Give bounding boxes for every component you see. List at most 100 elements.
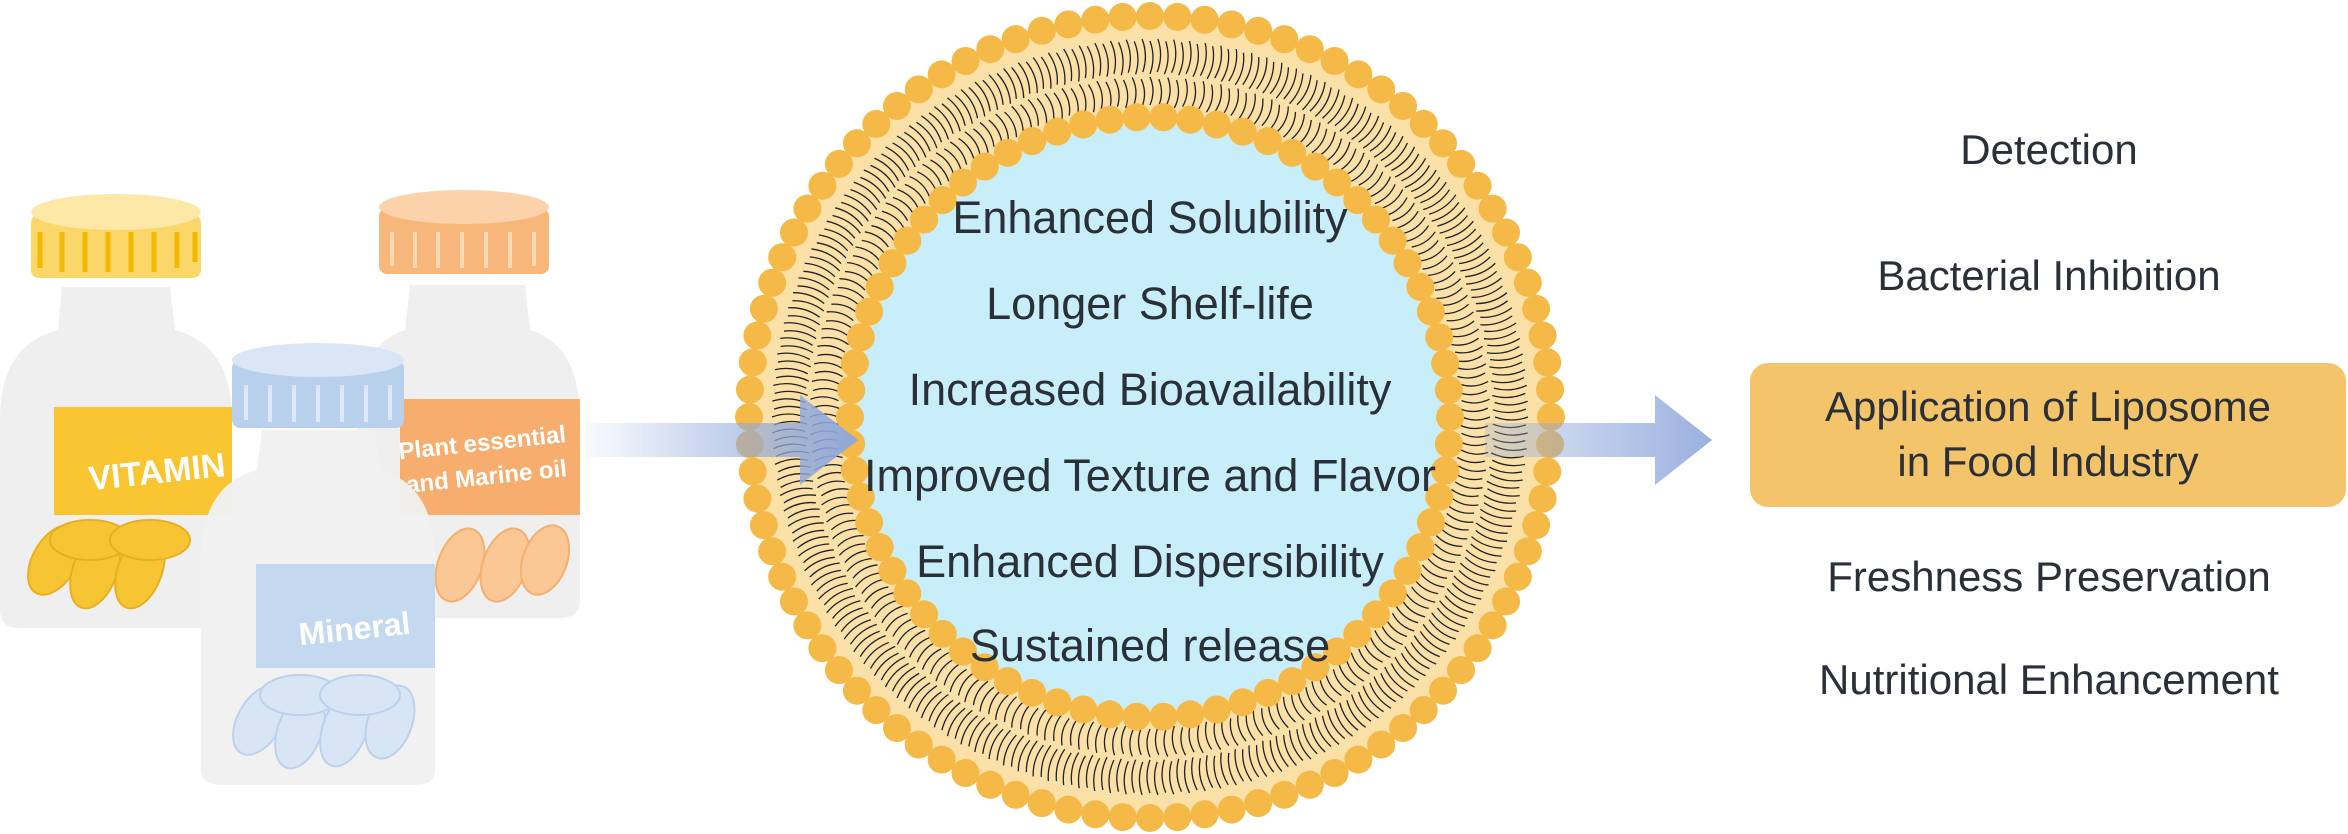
lipid-tail: [1112, 726, 1118, 756]
application-title-line-2: in Food Industry: [1897, 438, 2199, 485]
lipid-head: [904, 730, 933, 759]
lipid-head: [1270, 25, 1299, 54]
lipid-tail: [1470, 543, 1502, 557]
lipid-head: [743, 321, 772, 350]
lipid-tail: [1156, 38, 1162, 73]
lipid-tail: [1017, 62, 1031, 94]
lipid-tail: [1060, 717, 1070, 746]
lipid-head: [1095, 105, 1124, 134]
lipid-head: [893, 579, 922, 608]
lipid-tail: [1461, 416, 1491, 421]
lipid-tail: [798, 277, 830, 291]
lipid-head: [1492, 587, 1521, 616]
lipid-head: [904, 75, 933, 104]
lipid-tail: [968, 87, 986, 117]
lipid-tail: [1131, 759, 1137, 793]
lipid-tail: [1113, 78, 1120, 107]
lipid-head: [1431, 349, 1460, 378]
lipid-tail: [1198, 81, 1205, 110]
lipid-tail: [824, 228, 854, 246]
lipid-tail: [1178, 42, 1184, 76]
lipid-tail: [922, 163, 942, 186]
lipid-head: [1425, 323, 1454, 352]
lipid-tail: [1370, 637, 1391, 659]
lipid-tail: [1405, 225, 1430, 243]
lipid-tail: [1427, 558, 1453, 573]
lipid-tail: [1487, 488, 1520, 497]
lipid-tail: [850, 189, 878, 210]
lipid-tail: [1322, 89, 1340, 119]
lipid-tail: [1262, 61, 1275, 94]
lipid-tail: [780, 479, 814, 489]
lipid-tail: [793, 292, 825, 305]
lipid-tail: [1358, 115, 1380, 143]
lipid-tail: [864, 231, 889, 248]
lipid-tail: [1305, 687, 1321, 712]
lipid-tail: [968, 717, 986, 747]
lipid-tail: [1339, 702, 1359, 731]
lipid-tail: [1460, 380, 1489, 387]
lipid-tail: [1055, 748, 1066, 782]
lipid-tail: [832, 600, 861, 619]
lipid-tail: [855, 572, 880, 588]
lipid-tail: [908, 682, 931, 709]
lipid-tail: [1381, 189, 1404, 209]
lipid-tail: [946, 707, 966, 737]
lipid-tail: [1358, 648, 1378, 671]
lipid-head: [1202, 110, 1231, 139]
lipid-tail: [881, 153, 906, 178]
lipid-head: [749, 294, 778, 323]
lipid-tail: [1490, 377, 1525, 384]
lipid-tail: [1428, 194, 1457, 215]
lipid-tail: [1346, 106, 1367, 135]
lipid-tail: [884, 662, 909, 688]
lipid-tail: [821, 327, 850, 337]
lipid-tail: [1027, 99, 1039, 126]
lipid-head: [840, 456, 869, 485]
lipid-head: [808, 171, 837, 200]
lipid-tail: [1457, 456, 1486, 464]
lipid-head: [976, 770, 1005, 799]
lipid-tail: [974, 81, 991, 112]
lipid-tail: [1491, 459, 1526, 467]
lipid-tail: [1373, 132, 1397, 158]
mineral-bottle: Mineral: [201, 343, 435, 785]
lipid-tail: [1334, 97, 1354, 127]
lipid-heads: [735, 2, 1565, 832]
lipid-head: [793, 611, 822, 640]
lipid-head: [1202, 695, 1231, 724]
lipid-tail: [871, 224, 896, 242]
lipid-tail: [1185, 40, 1192, 75]
lipid-tail: [1350, 694, 1372, 722]
lipid-tail: [1420, 181, 1447, 204]
lipid-tail: [1374, 184, 1396, 205]
lipid-tail: [849, 623, 877, 645]
lipid-head: [1027, 16, 1056, 45]
lipid-tail: [835, 207, 864, 227]
lipid-tail: [1410, 642, 1437, 665]
lipid-tail: [783, 494, 817, 504]
lipid-head: [1069, 695, 1098, 724]
lipid-tail: [1420, 246, 1445, 262]
lipid-head: [1409, 696, 1438, 725]
lipid-tail: [1161, 759, 1167, 793]
lipid-tail: [982, 723, 998, 754]
lipid-tail: [1255, 745, 1268, 777]
lipid-tail: [810, 396, 839, 402]
lipid-head: [836, 403, 864, 431]
lipid-tail: [837, 534, 864, 547]
lipid-head: [1434, 429, 1463, 458]
lipid-tail: [1392, 202, 1415, 222]
lipid-tail: [1492, 392, 1526, 399]
lipid-tail: [1220, 49, 1230, 82]
lipid-tail: [941, 702, 961, 731]
lipid-tail: [1319, 131, 1336, 156]
lipid-tail: [1053, 713, 1063, 742]
lipid-head: [1278, 138, 1307, 167]
lipid-tail: [1358, 164, 1379, 186]
lipid-tail: [1010, 735, 1025, 767]
lipid-tail: [1345, 659, 1365, 682]
lipid-tail: [1483, 502, 1517, 512]
lipid-tail: [1252, 709, 1264, 737]
lipid-tail: [1036, 708, 1047, 736]
